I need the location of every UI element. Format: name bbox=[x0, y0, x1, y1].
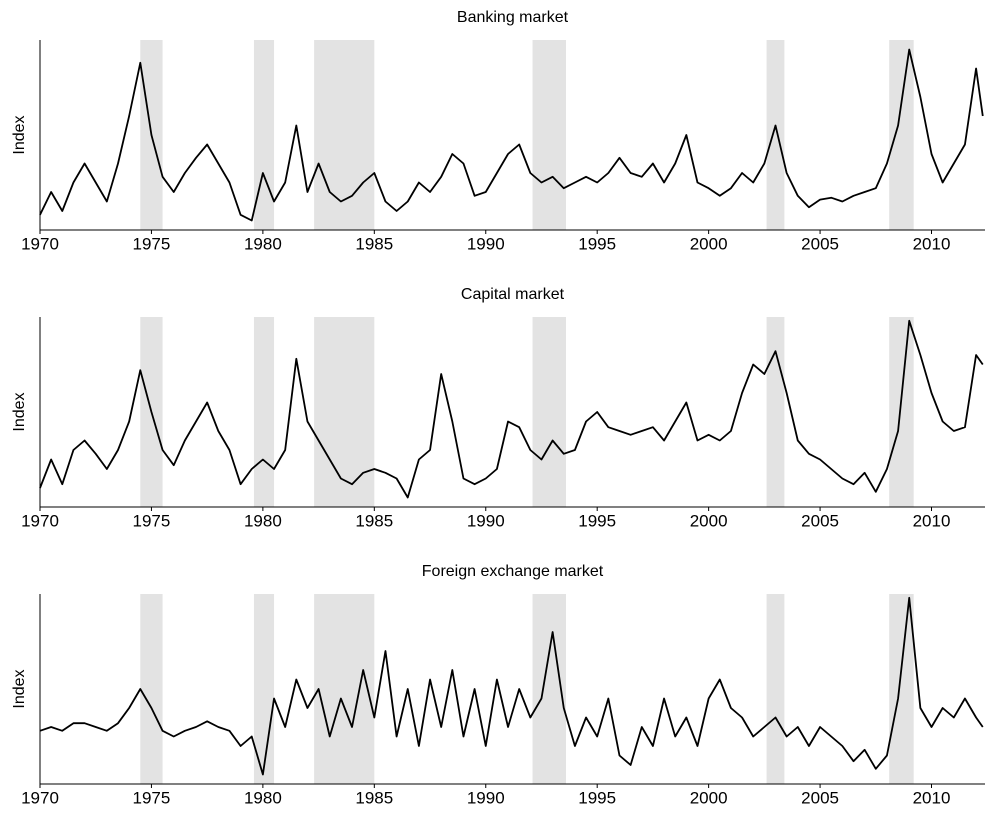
x-tick-label: 1995 bbox=[578, 511, 616, 530]
y-axis-label: Index bbox=[11, 669, 28, 708]
x-tick-label: 1995 bbox=[578, 788, 616, 807]
shaded-period bbox=[889, 594, 914, 784]
x-tick-label: 2010 bbox=[913, 234, 951, 253]
data-line bbox=[39, 319, 984, 499]
x-tick-label: 1975 bbox=[133, 511, 171, 530]
shaded-period bbox=[889, 40, 914, 230]
shaded-period bbox=[314, 317, 375, 507]
x-tick-label: 1990 bbox=[467, 788, 505, 807]
x-tick-label: 1970 bbox=[21, 234, 59, 253]
chart-title: Foreign exchange market bbox=[422, 563, 604, 580]
x-tick-label: 2010 bbox=[913, 511, 951, 530]
x-tick-label: 2005 bbox=[801, 788, 839, 807]
shaded-period bbox=[766, 317, 785, 507]
x-tick-label: 1980 bbox=[244, 234, 282, 253]
x-tick-label: 2010 bbox=[913, 788, 951, 807]
x-tick-label: 2005 bbox=[801, 511, 839, 530]
x-tick-label: 1980 bbox=[244, 511, 282, 530]
shaded-period bbox=[314, 594, 375, 784]
x-tick-label: 2005 bbox=[801, 234, 839, 253]
shaded-period bbox=[766, 594, 785, 784]
x-tick-label: 1985 bbox=[355, 234, 393, 253]
shaded-period bbox=[889, 317, 914, 507]
chart-title: Banking market bbox=[457, 9, 569, 26]
x-tick-label: 1970 bbox=[21, 788, 59, 807]
x-tick-label: 2000 bbox=[690, 234, 728, 253]
data-line bbox=[39, 48, 984, 222]
shaded-period bbox=[314, 40, 375, 230]
x-tick-label: 1970 bbox=[21, 511, 59, 530]
x-tick-label: 1990 bbox=[467, 234, 505, 253]
y-axis-label: Index bbox=[11, 115, 28, 154]
x-tick-label: 1980 bbox=[244, 788, 282, 807]
data-line bbox=[39, 596, 984, 776]
chart-title: Capital market bbox=[461, 286, 565, 303]
x-tick-label: 1975 bbox=[133, 234, 171, 253]
shaded-period bbox=[532, 317, 566, 507]
x-tick-label: 1985 bbox=[355, 511, 393, 530]
shaded-period bbox=[532, 40, 566, 230]
x-tick-label: 1975 bbox=[133, 788, 171, 807]
shaded-period bbox=[253, 317, 275, 507]
x-tick-label: 1995 bbox=[578, 234, 616, 253]
shaded-period bbox=[140, 594, 163, 784]
shaded-period bbox=[766, 40, 785, 230]
x-tick-label: 1990 bbox=[467, 511, 505, 530]
x-tick-label: 2000 bbox=[690, 788, 728, 807]
shaded-period bbox=[253, 40, 275, 230]
x-tick-label: 1985 bbox=[355, 788, 393, 807]
x-tick-label: 2000 bbox=[690, 511, 728, 530]
y-axis-label: Index bbox=[11, 392, 28, 431]
